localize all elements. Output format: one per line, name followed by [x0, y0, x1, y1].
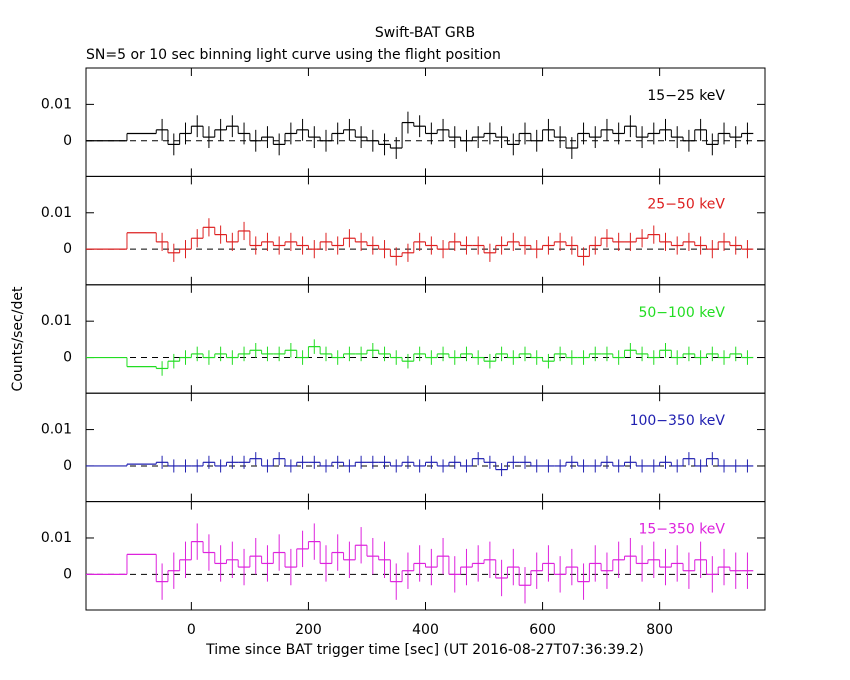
y-tick-label: 0.01 [41, 313, 72, 329]
y-tick-label: 0 [63, 566, 72, 582]
x-axis-label: Time since BAT trigger time [sec] (UT 20… [205, 642, 644, 658]
y-tick-label: 0 [63, 458, 72, 474]
y-tick-label: 0.01 [41, 422, 72, 438]
band-label: 50−100 keV [638, 305, 725, 321]
y-tick-label: 0 [63, 241, 72, 257]
chart-title: Swift-BAT GRB [375, 25, 475, 41]
panel-frame [85, 284, 766, 394]
y-tick-label: 0.01 [41, 205, 72, 221]
panel-frame [85, 67, 766, 177]
band-label: 15−25 keV [647, 88, 725, 104]
y-tick-label: 0.01 [41, 530, 72, 546]
panel-frame [85, 175, 766, 286]
panel-frame [85, 392, 766, 503]
x-tick-label: 0 [187, 622, 196, 638]
y-tick-label: 0 [63, 133, 72, 149]
y-axis-label: Counts/sec/det [10, 286, 26, 391]
panel-frame [85, 501, 766, 611]
x-tick-label: 600 [529, 622, 556, 638]
x-tick-label: 400 [412, 622, 439, 638]
band-label: 25−50 keV [647, 196, 725, 212]
band-label: 100−350 keV [630, 413, 726, 429]
x-tick-label: 200 [295, 622, 322, 638]
x-tick-label: 800 [646, 622, 673, 638]
chart-subtitle: SN=5 or 10 sec binning light curve using… [86, 47, 501, 63]
y-tick-label: 0.01 [41, 96, 72, 112]
band-label: 15−350 keV [638, 522, 725, 538]
y-tick-label: 0 [63, 350, 72, 366]
